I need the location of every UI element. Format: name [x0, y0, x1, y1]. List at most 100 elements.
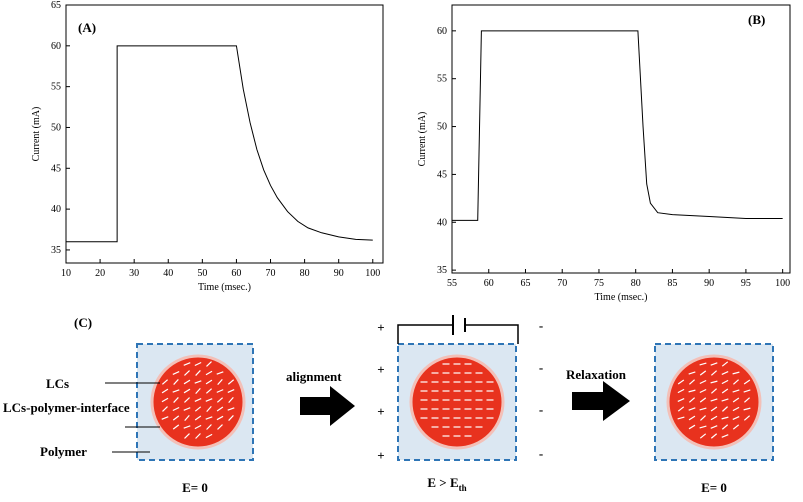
lc-molecule [743, 389, 751, 393]
lc-molecule [216, 389, 224, 393]
lc-molecule [732, 371, 740, 375]
lc-molecule [732, 389, 740, 393]
lc-molecule [677, 388, 685, 394]
lc-molecule [688, 379, 696, 385]
lc-molecule [172, 415, 180, 421]
lc-molecule [194, 380, 202, 384]
y-tick-label: 45 [437, 169, 447, 180]
label: LCs [46, 376, 69, 391]
lc-molecule [206, 424, 212, 430]
plus-sign: + [377, 320, 384, 335]
y-tick-label: 45 [51, 163, 61, 174]
lc-molecule [205, 388, 213, 394]
circuit-wire [397, 324, 519, 344]
lc-molecule [227, 407, 235, 411]
lc-molecule [732, 406, 740, 412]
lc-molecule [206, 405, 212, 413]
y-tick-label: 60 [51, 41, 61, 52]
lc-molecule [216, 415, 224, 421]
lc-molecule [677, 379, 685, 385]
lc-molecule [710, 415, 718, 421]
lc-molecule [677, 398, 685, 402]
lc-molecule [205, 433, 213, 439]
x-tick-label: 85 [667, 278, 677, 289]
lc-molecule [710, 433, 718, 439]
lc-molecule [183, 425, 191, 429]
lc-molecule [699, 379, 707, 385]
x-tick-label: 50 [197, 268, 207, 279]
lc-molecules [161, 361, 751, 439]
x-axis-label: Time (msec.) [595, 292, 648, 303]
lc-molecule [228, 396, 234, 404]
lc-molecule [206, 361, 212, 367]
lc-molecule [183, 379, 191, 385]
lc-molecule [688, 424, 696, 430]
lc-molecule [195, 388, 201, 394]
lc-molecule [699, 362, 707, 366]
y-tick-label: 55 [437, 74, 447, 85]
lc-molecule [183, 388, 191, 394]
lc-molecule [733, 379, 739, 385]
x-tick-label: 75 [594, 278, 604, 289]
lc-molecule [710, 388, 718, 394]
data-line [452, 30, 783, 221]
data-line [66, 45, 373, 243]
lc-molecule [217, 424, 223, 430]
y-tick-label: 35 [51, 245, 61, 256]
lc-molecule [173, 379, 179, 385]
lc-molecule [195, 433, 201, 439]
lc-molecule [216, 371, 224, 375]
lc-molecule [216, 406, 224, 412]
lc-molecule [172, 406, 180, 412]
lc-molecule [172, 424, 180, 430]
lc-molecule [161, 388, 169, 394]
lc-molecule [710, 406, 718, 412]
lc-molecule [183, 407, 191, 411]
lc-droplet [150, 354, 246, 450]
lc-molecule [184, 370, 190, 376]
state-label: E= 0 [182, 480, 208, 495]
plot-frame [65, 4, 384, 264]
x-tick-label: 40 [163, 268, 173, 279]
label: LCs-polymer-interface [3, 400, 130, 415]
state-label: E > E [427, 475, 458, 490]
lc-molecule [184, 397, 190, 403]
lc-molecule [721, 371, 729, 375]
x-tick-label: 60 [231, 268, 241, 279]
lc-molecule [195, 370, 201, 376]
x-tick-label: 100 [775, 278, 790, 289]
lc-molecule [194, 398, 202, 402]
lc-molecule [677, 406, 685, 412]
lc-molecule [699, 388, 707, 394]
x-tick-label: 60 [484, 278, 494, 289]
y-tick-label: 65 [51, 0, 61, 11]
lc-molecule [161, 397, 169, 403]
lc-molecule [721, 379, 729, 385]
lc-molecule [184, 433, 190, 439]
lc-molecule [732, 416, 740, 420]
lc-molecule [710, 398, 718, 402]
minus-sign: - [539, 318, 543, 333]
arrow-label: alignment [286, 369, 342, 384]
lc-molecule [184, 414, 190, 422]
lc-molecule [732, 397, 740, 403]
minus-sign: - [539, 402, 543, 417]
x-tick-label: 10 [61, 268, 71, 279]
lc-molecule [194, 361, 202, 367]
state-label: E= 0 [701, 480, 727, 495]
x-tick-label: 30 [129, 268, 139, 279]
lc-molecule [205, 370, 213, 376]
lc-molecule [162, 406, 168, 412]
minus-sign: - [539, 446, 543, 461]
y-axis-label: Current (mA) [31, 107, 42, 162]
y-tick-label: 55 [51, 82, 61, 93]
x-tick-label: 65 [520, 278, 530, 289]
plus-sign: + [377, 362, 384, 377]
lc-molecule [688, 415, 696, 421]
panel-label: (A) [78, 20, 96, 35]
x-tick-label: 70 [557, 278, 567, 289]
lc-molecule [205, 379, 213, 385]
arrow [572, 381, 630, 421]
y-tick-label: 50 [437, 122, 447, 133]
